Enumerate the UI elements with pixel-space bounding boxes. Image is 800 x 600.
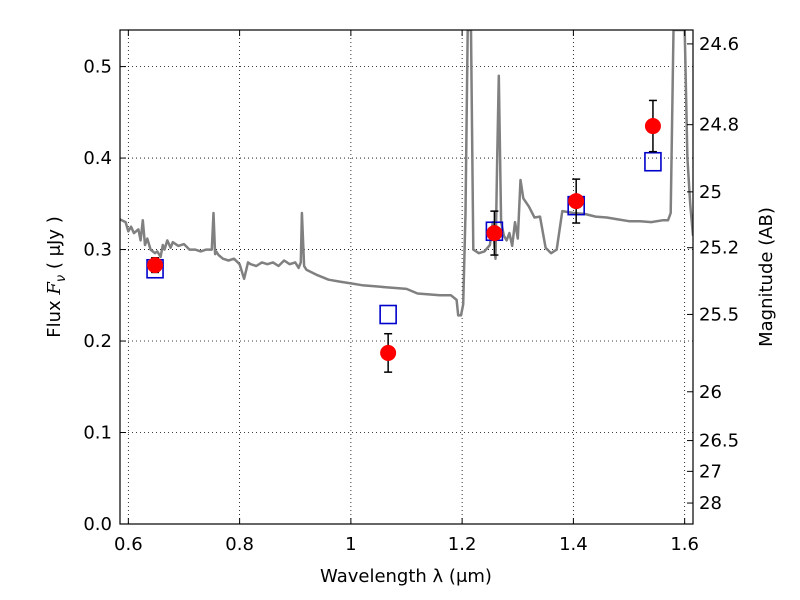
y-tick-label: 0.5 xyxy=(83,57,112,78)
observed-point xyxy=(147,257,164,274)
model-point xyxy=(644,151,662,172)
x-tick-label: 0.6 xyxy=(114,534,143,555)
y-tick-label: 0.0 xyxy=(83,514,112,535)
y2-tick-label: 25 xyxy=(699,182,722,203)
y2-tick-label: 26 xyxy=(699,382,722,403)
y-axis: 0.0 0.1 0.2 0.3 0.4 0.5 xyxy=(83,57,126,535)
y2-tick-label: 28 xyxy=(699,493,722,514)
x-tick-label: 1.6 xyxy=(670,534,699,555)
y-axis-label-prefix: Flux xyxy=(44,295,65,338)
observed-photometry-series xyxy=(147,99,661,373)
y2-tick-label: 25.2 xyxy=(699,238,739,259)
y-tick-label: 0.1 xyxy=(83,423,112,444)
y-axis-label: Flux Fν ( μJy ) xyxy=(44,216,69,338)
spectrum-line xyxy=(120,30,693,317)
observed-point xyxy=(568,193,585,210)
x-axis-label: Wavelength λ (μm) xyxy=(320,566,492,587)
y-axis-label-symbol: F xyxy=(44,281,65,296)
y-tick-label: 0.4 xyxy=(83,148,112,169)
y-axis-label-subscript: ν xyxy=(54,275,69,282)
x-tick-label: 1.2 xyxy=(448,534,477,555)
y2-axis: 24.6 24.8 25 25.2 25.5 26 26.5 27 28 xyxy=(687,34,739,514)
y2-tick-label: 27 xyxy=(699,461,722,482)
y2-tick-label: 25.5 xyxy=(699,304,739,325)
x-tick-label: 1 xyxy=(345,534,356,555)
x-tick-label: 0.8 xyxy=(225,534,254,555)
y-tick-label: 0.2 xyxy=(83,331,112,352)
model-point xyxy=(379,304,397,325)
y-axis-label-unit: ( μJy ) xyxy=(44,216,65,275)
y2-tick-label: 24.6 xyxy=(699,34,739,55)
y-tick-label: 0.3 xyxy=(83,240,112,261)
y2-axis-label: Magnitude (AB) xyxy=(756,207,777,347)
x-axis: 0.6 0.8 1 1.2 1.4 1.6 xyxy=(114,30,699,555)
plot-frame xyxy=(119,29,694,525)
observed-point xyxy=(380,344,397,361)
observed-point xyxy=(644,118,661,135)
x-tick-label: 1.4 xyxy=(559,534,588,555)
spectrum-series xyxy=(120,30,693,317)
y2-tick-label: 24.8 xyxy=(699,115,739,136)
y2-tick-label: 26.5 xyxy=(699,431,739,452)
observed-point xyxy=(486,225,503,242)
